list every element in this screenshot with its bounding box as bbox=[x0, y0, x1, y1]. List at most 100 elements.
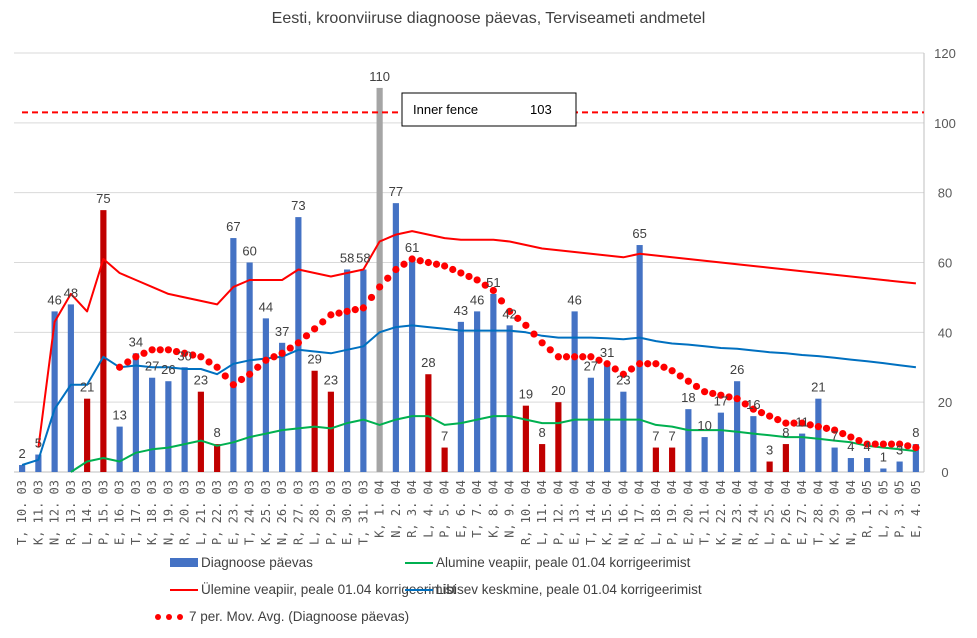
x-tick-label: N, 30. 04 bbox=[844, 480, 858, 545]
moving-mean-line bbox=[21, 324, 917, 466]
x-tick-label: K, 1. 04 bbox=[373, 480, 387, 538]
moving-avg-dot bbox=[912, 443, 920, 452]
x-tick-label: L, 28. 03 bbox=[308, 480, 322, 545]
data-label: 26 bbox=[161, 362, 175, 377]
moving-avg-dot bbox=[546, 346, 554, 354]
moving-avg-dot bbox=[359, 304, 367, 312]
data-label: 11 bbox=[795, 415, 809, 430]
data-label: 23 bbox=[616, 373, 630, 388]
x-tick-label: T, 24. 03 bbox=[243, 480, 257, 545]
moving-avg-dot bbox=[757, 409, 766, 417]
data-label: 44 bbox=[259, 299, 273, 314]
moving-avg-dot bbox=[676, 372, 684, 380]
bar bbox=[392, 203, 399, 472]
data-label: 29 bbox=[307, 352, 321, 367]
data-label: 77 bbox=[389, 184, 403, 199]
data-label: 46 bbox=[47, 292, 61, 307]
data-label: 8 bbox=[214, 425, 221, 440]
x-tick-label: E, 23. 03 bbox=[226, 480, 240, 545]
moving-avg-dot bbox=[904, 442, 912, 450]
moving-avg-dot bbox=[514, 314, 522, 322]
x-tick-label: P, 22. 03 bbox=[210, 480, 224, 545]
data-label: 51 bbox=[486, 275, 500, 290]
bar bbox=[506, 325, 513, 472]
x-tick-label: R, 20. 03 bbox=[178, 480, 192, 545]
data-label: 58 bbox=[356, 250, 370, 265]
bar bbox=[214, 444, 221, 472]
x-tick-label: K, 15. 04 bbox=[600, 480, 614, 545]
moving-avg-dot bbox=[782, 419, 790, 427]
moving-avg-dot bbox=[619, 370, 627, 378]
legend-label: Libisev keskmine, peale 01.04 korrigeeri… bbox=[436, 582, 702, 597]
bar bbox=[311, 370, 318, 472]
data-label: 46 bbox=[567, 292, 581, 307]
x-tick-label: T, 7. 04 bbox=[470, 480, 484, 538]
moving-avg-dot bbox=[140, 349, 148, 357]
bar bbox=[246, 262, 253, 472]
x-tick-label: E, 27. 04 bbox=[795, 480, 809, 545]
moving-avg-dot bbox=[473, 276, 481, 284]
moving-avg-dot bbox=[156, 346, 164, 354]
data-label: 3 bbox=[766, 443, 773, 458]
bar bbox=[604, 363, 611, 472]
moving-avg-dot bbox=[124, 358, 132, 366]
bar bbox=[230, 238, 237, 472]
series-lines bbox=[21, 230, 920, 473]
data-label: 37 bbox=[275, 324, 289, 339]
data-label: 43 bbox=[454, 303, 468, 318]
bar bbox=[766, 461, 773, 472]
x-tick-label: L, 14. 03 bbox=[80, 480, 94, 545]
data-label: 19 bbox=[519, 387, 533, 402]
x-tick-label: K, 22. 04 bbox=[714, 480, 728, 545]
moving-avg-dot bbox=[506, 307, 514, 315]
bar bbox=[457, 321, 464, 472]
bar bbox=[425, 374, 432, 472]
bar bbox=[490, 293, 497, 472]
data-label: 46 bbox=[470, 292, 484, 307]
x-tick-label: P, 29. 03 bbox=[324, 480, 338, 545]
data-label: 65 bbox=[632, 226, 646, 241]
data-label: 8 bbox=[539, 425, 546, 440]
x-tick-label: E, 30. 03 bbox=[340, 480, 354, 545]
moving-avg-dot bbox=[213, 363, 221, 371]
moving-avg-dot bbox=[668, 367, 676, 375]
data-label: 3 bbox=[896, 443, 903, 458]
moving-avg-dot bbox=[376, 283, 384, 291]
data-label: 21 bbox=[80, 380, 94, 395]
x-tick-label: K, 25. 03 bbox=[259, 480, 273, 545]
data-label: 67 bbox=[226, 219, 240, 234]
moving-avg-dot bbox=[749, 405, 757, 413]
data-label: 28 bbox=[421, 355, 435, 370]
bar bbox=[685, 409, 692, 472]
data-label: 42 bbox=[502, 306, 516, 321]
moving-avg-dot bbox=[116, 363, 124, 371]
legend-swatch-bar bbox=[170, 558, 198, 567]
moving-avg-dot bbox=[311, 325, 319, 333]
x-tick-label: T, 21. 04 bbox=[698, 480, 712, 545]
data-label: 7 bbox=[669, 429, 676, 444]
moving-avg-dot bbox=[822, 424, 831, 432]
bar bbox=[360, 269, 367, 472]
bar bbox=[750, 416, 757, 472]
x-tick-label: K, 11. 03 bbox=[31, 480, 45, 545]
moving-avg-dot bbox=[733, 395, 741, 403]
moving-avg-dot bbox=[717, 391, 725, 399]
data-label: 30 bbox=[177, 348, 191, 363]
moving-avg-dot bbox=[489, 286, 497, 295]
bar bbox=[165, 381, 172, 472]
legend-label: Ülemine veapiir, peale 01.04 korrigeerim… bbox=[201, 582, 457, 597]
moving-avg-dot bbox=[327, 311, 335, 319]
x-tick-label: P, 19. 04 bbox=[665, 480, 679, 545]
moving-avg-dot bbox=[221, 372, 229, 380]
lower-bound-line bbox=[70, 415, 917, 473]
data-label: 60 bbox=[242, 244, 256, 259]
legend-item-lower-bound: Alumine veapiir, peale 01.04 korrigeerim… bbox=[405, 555, 690, 570]
legend-label: 7 per. Mov. Avg. (Diagnoose päevas) bbox=[189, 609, 410, 624]
bar bbox=[474, 311, 481, 472]
moving-avg-dot bbox=[148, 346, 156, 354]
inner-fence-label: Inner fence bbox=[413, 102, 478, 117]
x-tick-label: T, 31. 03 bbox=[356, 480, 370, 545]
data-label: 10 bbox=[697, 418, 711, 433]
moving-avg-dot bbox=[839, 429, 847, 438]
